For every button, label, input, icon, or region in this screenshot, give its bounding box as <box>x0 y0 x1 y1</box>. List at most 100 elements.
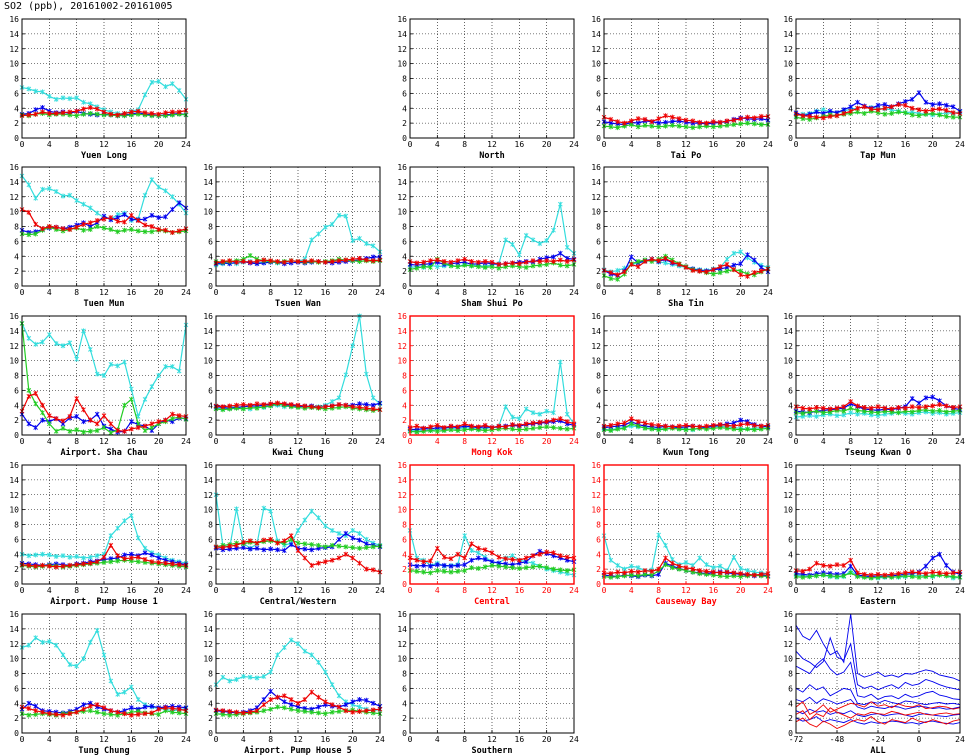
data-point-marker <box>683 124 689 130</box>
data-point-marker <box>656 124 661 130</box>
data-point-marker <box>129 555 134 561</box>
data-point-marker <box>343 213 349 219</box>
x-tick-label: 0 <box>408 437 413 446</box>
data-point-marker <box>94 709 100 715</box>
data-point-marker <box>635 423 641 429</box>
y-tick-label: 8 <box>208 521 213 530</box>
data-point-marker <box>323 669 328 675</box>
y-tick-label: 6 <box>208 535 213 544</box>
data-point-marker <box>101 109 107 115</box>
data-point-marker <box>241 402 246 408</box>
data-point-marker <box>288 533 294 539</box>
data-point-marker <box>889 571 894 577</box>
data-point-marker <box>357 255 362 261</box>
data-point-marker <box>142 396 148 402</box>
data-point-marker <box>930 408 935 414</box>
y-tick-label: 10 <box>591 357 601 366</box>
data-point-marker <box>551 425 556 431</box>
data-point-marker <box>108 542 114 548</box>
data-point-marker <box>916 400 922 406</box>
plot-frame <box>409 315 575 436</box>
data-point-marker <box>364 708 369 714</box>
data-point-marker <box>47 711 52 717</box>
data-point-marker <box>731 267 737 273</box>
data-point-marker <box>33 111 38 117</box>
station-title: Airport. Sha Chau <box>61 447 148 458</box>
y-tick-label: 8 <box>596 75 601 84</box>
y-tick-label: 2 <box>788 565 793 574</box>
plot-frame <box>795 613 961 734</box>
x-tick-label: 24 <box>375 437 385 446</box>
data-point-marker <box>302 258 308 264</box>
x-tick-label: 24 <box>375 288 385 297</box>
data-point-marker <box>129 212 134 218</box>
data-point-marker <box>482 264 488 270</box>
x-tick-label: 0 <box>602 437 607 446</box>
data-point-marker <box>302 546 308 552</box>
data-point-marker <box>758 571 764 577</box>
y-tick-label: 8 <box>402 521 407 530</box>
data-point-marker <box>142 423 148 429</box>
y-tick-label: 8 <box>402 223 407 232</box>
x-tick-label: 16 <box>901 586 911 595</box>
data-point-marker <box>622 120 627 126</box>
plot-frame <box>795 18 961 139</box>
data-point-marker <box>724 569 730 575</box>
data-point-marker <box>717 264 723 270</box>
data-point-marker <box>489 550 495 556</box>
data-point-marker <box>697 568 702 574</box>
data-point-marker <box>615 125 620 131</box>
x-tick-label: 8 <box>656 437 661 446</box>
data-point-marker <box>129 109 134 115</box>
data-point-marker <box>220 258 226 264</box>
data-point-marker <box>26 553 32 559</box>
plot-frame <box>409 166 575 287</box>
data-point-marker <box>738 571 743 577</box>
data-point-marker <box>889 406 894 412</box>
data-point-marker <box>316 258 321 264</box>
data-point-marker <box>848 563 853 569</box>
data-point-marker <box>40 551 45 557</box>
data-point-marker <box>26 112 32 118</box>
data-point-marker <box>101 559 107 565</box>
y-tick-label: 16 <box>591 461 601 470</box>
y-tick-label: 4 <box>788 401 793 410</box>
data-point-marker <box>115 558 120 564</box>
y-tick-label: 16 <box>783 610 793 619</box>
data-point-marker <box>101 413 107 419</box>
data-point-marker <box>176 200 182 206</box>
data-point-marker <box>336 395 342 401</box>
data-point-marker <box>503 564 508 570</box>
data-point-marker <box>635 264 641 270</box>
data-point-marker <box>711 267 716 273</box>
y-tick-label: 8 <box>14 670 19 679</box>
data-point-marker <box>615 272 620 278</box>
data-point-marker <box>807 574 812 580</box>
data-point-marker <box>302 697 308 703</box>
x-tick-label: 0 <box>20 140 25 149</box>
data-point-marker <box>683 117 689 123</box>
station-title: Southern <box>472 746 513 755</box>
y-tick-label: 6 <box>596 386 601 395</box>
data-point-marker <box>635 565 641 571</box>
plot-frame <box>215 464 381 585</box>
data-point-marker <box>745 273 750 279</box>
data-point-marker <box>642 568 648 574</box>
data-point-marker <box>26 209 32 215</box>
data-point-marker <box>295 540 301 546</box>
y-tick-label: 0 <box>788 729 793 738</box>
x-tick-label: 12 <box>99 586 109 595</box>
data-point-marker <box>642 116 648 122</box>
data-point-marker <box>343 257 349 263</box>
data-point-marker <box>149 703 155 709</box>
x-tick-label: 20 <box>736 437 746 446</box>
station-title: Kwun Tong <box>663 448 709 458</box>
y-tick-label: 16 <box>203 461 213 470</box>
data-point-marker <box>738 249 743 255</box>
data-point-marker <box>115 363 120 369</box>
x-tick-label: 0 <box>408 586 413 595</box>
data-point-marker <box>530 410 536 416</box>
data-point-marker <box>421 259 426 265</box>
data-point-marker <box>60 95 66 101</box>
